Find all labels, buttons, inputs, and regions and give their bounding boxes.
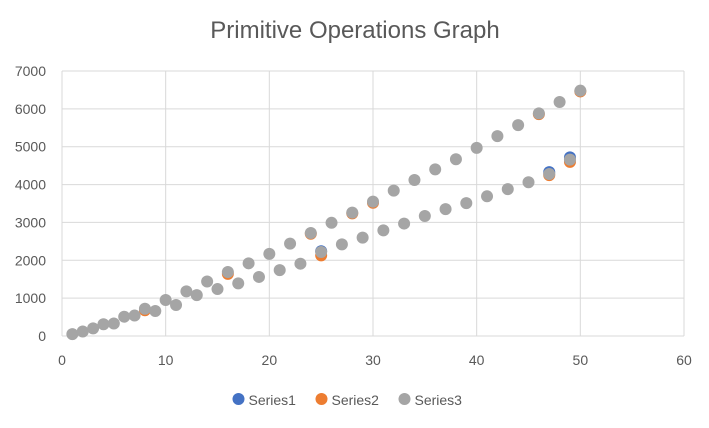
data-point-series3 xyxy=(408,174,421,187)
data-point-series3 xyxy=(449,153,462,166)
data-point-series3 xyxy=(201,275,214,288)
data-point-series3 xyxy=(242,257,255,270)
x-tick-label: 30 xyxy=(365,352,381,368)
data-point-series3 xyxy=(387,184,400,197)
data-point-series3 xyxy=(532,107,545,120)
data-point-series3 xyxy=(284,237,297,250)
data-point-series3 xyxy=(180,285,193,298)
data-point-series3 xyxy=(128,309,141,322)
data-point-series3 xyxy=(543,167,556,180)
data-point-series3 xyxy=(97,318,110,331)
data-point-series3 xyxy=(325,216,338,229)
data-point-series3 xyxy=(501,183,514,196)
data-point-series3 xyxy=(170,298,183,311)
y-tick-label: 2000 xyxy=(15,252,46,268)
y-tick-label: 6000 xyxy=(15,101,46,117)
y-tick-label: 1000 xyxy=(15,290,46,306)
data-point-series3 xyxy=(294,257,307,270)
y-tick-label: 0 xyxy=(38,328,46,344)
data-point-series3 xyxy=(66,328,79,341)
legend-marker-series2 xyxy=(315,393,328,405)
data-point-series3 xyxy=(470,141,483,154)
legend-label-series1: Series1 xyxy=(249,392,297,408)
data-point-series3 xyxy=(107,317,120,330)
data-point-series3 xyxy=(398,217,411,230)
data-point-series3 xyxy=(232,277,245,290)
x-tick-label: 40 xyxy=(469,352,485,368)
data-point-series3 xyxy=(553,96,566,109)
data-point-series3 xyxy=(304,227,317,240)
data-point-series3 xyxy=(429,163,442,176)
y-tick-label: 3000 xyxy=(15,214,46,230)
x-tick-label: 10 xyxy=(158,352,174,368)
data-point-series3 xyxy=(149,305,162,318)
data-point-series3 xyxy=(335,238,348,251)
legend-label-series2: Series2 xyxy=(332,392,380,408)
data-point-series3 xyxy=(522,176,535,189)
data-points xyxy=(66,84,587,341)
data-point-series3 xyxy=(315,245,328,258)
data-point-series3 xyxy=(76,325,89,338)
x-tick-label: 50 xyxy=(573,352,589,368)
gridlines xyxy=(61,70,685,337)
data-point-series3 xyxy=(563,153,576,166)
data-point-series3 xyxy=(138,302,151,315)
data-point-series3 xyxy=(439,203,452,216)
data-point-series3 xyxy=(118,310,131,323)
axes: 0 1000 2000 3000 4000 5000 6000 7000 0 10 20 30 40 50… xyxy=(15,63,692,368)
chart-title: Primitive Operations Graph xyxy=(210,17,499,44)
data-point-series3 xyxy=(273,264,286,277)
y-tick-label: 5000 xyxy=(15,139,46,155)
data-point-series3 xyxy=(190,289,203,302)
data-point-series3 xyxy=(377,224,390,237)
y-tick-label: 7000 xyxy=(15,63,46,79)
data-point-series3 xyxy=(367,195,379,208)
data-point-series3 xyxy=(221,266,234,279)
x-tick-label: 60 xyxy=(676,352,692,368)
legend-marker-series1 xyxy=(232,393,245,405)
x-tick-label: 0 xyxy=(58,352,66,368)
legend-label-series3: Series3 xyxy=(415,392,463,408)
legend: Series1 Series2 Series3 xyxy=(232,392,463,408)
data-point-series3 xyxy=(481,190,494,203)
legend-marker-series3 xyxy=(398,393,411,405)
data-point-series3 xyxy=(418,209,431,222)
data-point-series3 xyxy=(512,119,525,132)
data-point-series3 xyxy=(263,247,276,260)
data-point-series3 xyxy=(211,283,224,296)
data-point-series3 xyxy=(460,197,473,210)
y-tick-label: 4000 xyxy=(15,177,46,193)
data-point-series3 xyxy=(87,322,100,335)
x-tick-label: 20 xyxy=(262,352,278,368)
data-point-series3 xyxy=(574,84,587,97)
data-point-series3 xyxy=(252,270,265,283)
data-point-series3 xyxy=(491,130,504,143)
data-point-series3 xyxy=(356,231,369,244)
data-point-series3 xyxy=(159,294,172,307)
data-point-series3 xyxy=(346,206,359,219)
